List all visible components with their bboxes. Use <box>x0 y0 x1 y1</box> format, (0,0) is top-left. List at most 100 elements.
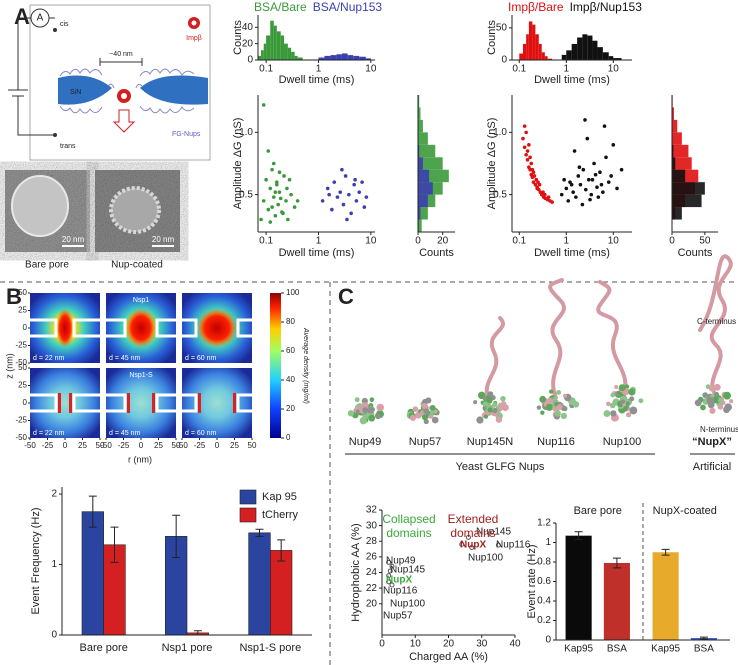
residue <box>625 412 632 418</box>
panel-label: A <box>14 4 30 29</box>
x-tick-label: 0.1 <box>259 236 273 247</box>
error-bar <box>88 495 97 528</box>
scatter-point <box>362 205 367 209</box>
y-tick-label: -25 <box>15 341 27 350</box>
x-tick-label: -50 <box>24 441 36 450</box>
residue <box>482 401 489 407</box>
scatter-point <box>364 195 369 199</box>
schematic-label: cis <box>60 21 69 28</box>
scatter-point <box>604 155 608 160</box>
x-tick-label: 1 <box>564 236 570 247</box>
scatter-point <box>338 190 343 194</box>
y-tick-label: 1.2 <box>537 518 551 529</box>
residue <box>368 414 376 422</box>
scatter-point <box>589 192 594 197</box>
residue <box>556 390 562 395</box>
hist-bar <box>577 37 583 60</box>
y-axis-label: Hydrophobic AA (%) <box>350 523 362 621</box>
scatter-point <box>292 205 297 209</box>
micrographs <box>5 170 180 252</box>
scatter-point <box>284 199 288 203</box>
y-tick-label: 50 <box>18 363 27 372</box>
scale-label: 20 nm <box>62 235 85 244</box>
residue <box>713 395 719 402</box>
scatter-point <box>271 161 276 166</box>
residue <box>359 416 368 425</box>
heatmap-rim <box>127 393 130 413</box>
structure-name: Nup145N <box>467 436 514 448</box>
hist-bar <box>273 25 277 60</box>
hist-bar <box>602 52 609 60</box>
error-bar <box>612 557 621 569</box>
hist-bar <box>365 58 371 60</box>
colorbar-label: Average density (mg/ml) <box>302 327 309 404</box>
hist-bar <box>418 182 433 195</box>
scatter-point <box>327 192 331 197</box>
residue <box>724 403 733 412</box>
residue <box>700 404 706 411</box>
scatter-point <box>271 195 276 199</box>
hist-bar <box>418 207 421 220</box>
scatter-point <box>527 143 531 147</box>
point-label: Nup116 <box>496 540 531 551</box>
pore-wall <box>30 393 100 413</box>
heatmap-rim <box>198 393 201 413</box>
structure-name: Nup49 <box>349 436 381 448</box>
residue <box>473 400 478 405</box>
residue <box>362 407 369 414</box>
hist-bar <box>270 20 274 60</box>
y-tick-label: 0 <box>51 630 57 641</box>
scatter-point <box>522 145 527 150</box>
pore-wall <box>30 318 100 338</box>
x-tick-label: 50 <box>96 441 105 450</box>
hist-bar <box>336 54 342 60</box>
hist-bar <box>571 43 578 60</box>
scatter-point <box>530 167 535 172</box>
hist-bar <box>532 24 536 60</box>
residue <box>563 393 568 398</box>
residue <box>423 414 429 420</box>
error-bar <box>574 531 583 541</box>
legend-label: BSA/Nup153 <box>313 0 383 14</box>
hist-bar <box>418 119 423 133</box>
scatter-point <box>386 573 392 579</box>
scatter-point <box>459 541 465 547</box>
x-tick-label: BSA <box>694 644 714 655</box>
legend-label: Impβ/Bare <box>508 0 564 14</box>
scatter-point <box>535 185 539 189</box>
y-axis-label: Amplitude ΔG (nS) <box>232 118 244 210</box>
scatter-point <box>564 186 569 191</box>
hist-bar <box>538 43 542 60</box>
hist-bar <box>535 34 539 60</box>
y-tick-label: 28 <box>366 536 378 547</box>
point-label: Nup116 <box>383 586 418 597</box>
panel-label: B <box>6 284 22 309</box>
scatter-point <box>352 182 356 187</box>
structure-renders <box>347 254 734 425</box>
y-tick-label: 26 <box>366 552 378 563</box>
x-tick-label: 10 <box>410 639 422 650</box>
residue <box>421 402 428 410</box>
panel-title: Nsp1-S <box>129 372 153 379</box>
residue <box>354 397 360 403</box>
y-tick-label: 30 <box>366 520 378 531</box>
hist-bar <box>341 53 348 60</box>
heatmap-rim <box>233 393 236 413</box>
residue <box>713 383 721 391</box>
scatter-point <box>386 579 392 585</box>
residue <box>628 388 636 396</box>
hist-bar <box>263 43 267 60</box>
y-tick-label: 24 <box>366 567 378 578</box>
y-axis-label: Counts <box>486 20 498 55</box>
schematic-label: SiN <box>70 89 81 96</box>
point-label: Nup100 <box>468 553 503 564</box>
legend-label: BSA/Bare <box>254 0 307 14</box>
x-axis-label: Charged AA (%) <box>409 651 488 663</box>
y-tick-label: 50 <box>496 22 508 33</box>
scatter-point <box>619 167 624 172</box>
residue <box>562 406 567 411</box>
scatter-point <box>332 180 337 184</box>
chain <box>484 316 505 404</box>
scatter-point <box>524 130 528 135</box>
